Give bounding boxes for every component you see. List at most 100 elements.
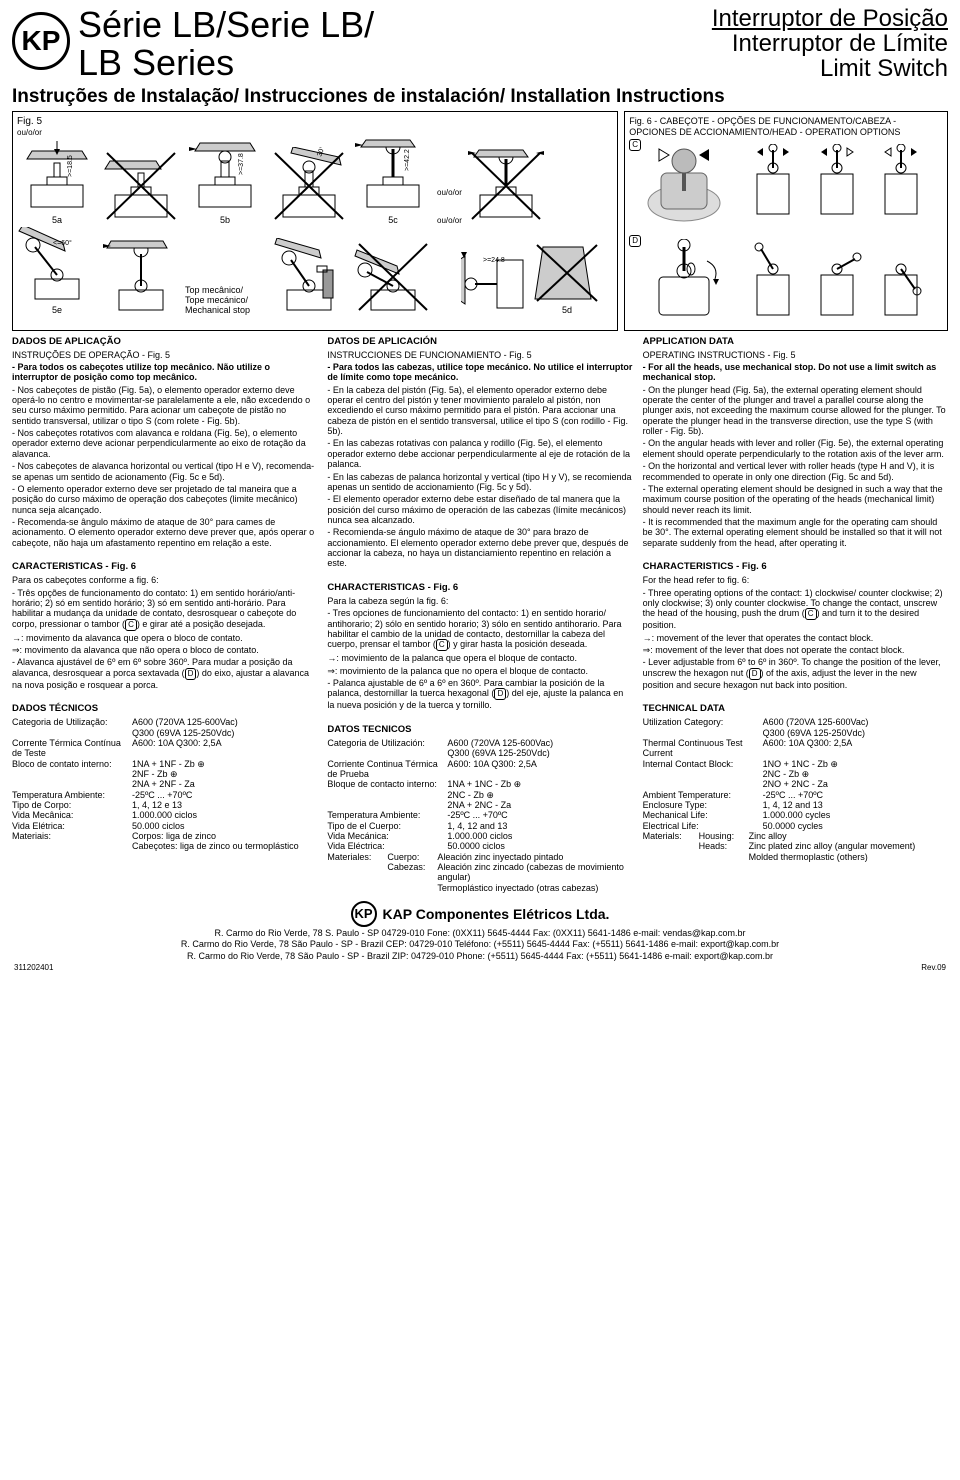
es-p3: - En las cabezas de palanca horizontal y… (327, 472, 632, 493)
en-p4: - The external operating element should … (643, 484, 948, 515)
es-p1: - En la cabeza del pistón (Fig. 5a), el … (327, 385, 632, 437)
fig6-box: Fig. 6 - CABEÇOTE - OPÇÕES DE FUNCIONAME… (624, 111, 948, 330)
fig5c-label: 5c (353, 215, 433, 225)
pt-app-h: DADOS DE APLICAÇÃO (12, 337, 317, 348)
en-instr-sh: OPERATING INSTRUCTIONS - Fig. 5 (643, 350, 948, 360)
fig6-c-label: C (629, 139, 641, 151)
partno: 311202401 (14, 963, 53, 972)
right-line1: Interruptor de Posição (712, 6, 948, 31)
fig6-pos1-icon (743, 241, 803, 325)
en-p5: - It is recommended that the maximum ang… (643, 517, 948, 548)
pt-intro: - Para todos os cabeçotes utilize top me… (12, 362, 317, 383)
en-char1: - Three operating options of the contact… (643, 588, 948, 631)
svg-text:>=18.5: >=18.5 (67, 155, 74, 177)
fig6-opt3-icon (871, 144, 931, 234)
en-lever: - Lever adjustable from 6º to 6º in 360º… (643, 657, 948, 690)
fig5c-bad-icon (466, 147, 546, 225)
fig5d-bad-icon (533, 241, 601, 305)
en-arrow1: →: movement of the lever that operates t… (643, 633, 948, 643)
fig5a-or: ou/o/or (17, 128, 97, 137)
fig6-head-icon (629, 143, 739, 233)
en-p1: - On the plunger head (Fig. 5a), the ext… (643, 385, 948, 437)
en-tech-h: TECHNICAL DATA (643, 704, 948, 715)
fig5e-ok-icon (101, 238, 181, 316)
es-tmp: Temperatura Ambiente:-25ºC ... +70ºC (327, 810, 632, 820)
es-p4: - El elemento operador externo debe esta… (327, 494, 632, 525)
es-p5: - Recomienda-se ángulo máximo de ataque … (327, 527, 632, 568)
footer-logo-icon: KP (351, 901, 377, 927)
es-arrow2: ⇒: movimiento de la palanca que no opera… (327, 666, 632, 676)
logo-icon: KP (12, 12, 70, 70)
es-char-intro: Para la cabeza según la fig. 6: (327, 596, 632, 606)
pt-lever: - Alavanca ajustável de 6º em 6º sobre 3… (12, 657, 317, 690)
right-line3: Limit Switch (712, 56, 948, 81)
fig5a-bad-icon (101, 147, 181, 225)
en-char-h: CHARACTERISTICS - Fig. 6 (643, 562, 948, 573)
pt-body: Tipo de Corpo:1, 4, 12 e 13 (12, 800, 317, 810)
en-p2: - On the angular heads with lever and ro… (643, 438, 948, 459)
es-char-h: CHARACTERISTICAS - Fig. 6 (327, 583, 632, 594)
fig5a-ok-icon: >=18.5 (17, 137, 97, 215)
fig5e-bad-icon (353, 238, 433, 316)
pt-p1: - Nos cabeçotes de pistão (Fig. 5a), o e… (12, 385, 317, 426)
fig5d-ok-icon: >=24.8 (461, 252, 529, 316)
fig6-pos3-icon (871, 241, 931, 325)
es-mat: Materiales:Cuerpo:Aleación zinc inyectad… (327, 852, 632, 862)
text-columns: DADOS DE APLICAÇÃO INSTRUÇÕES DE OPERAÇÃ… (12, 337, 948, 893)
fig5e-label: 5e (17, 305, 97, 315)
col-en: APPLICATION DATA OPERATING INSTRUCTIONS … (643, 337, 948, 893)
pt-p4: - O elemento operador externo deve ser p… (12, 484, 317, 515)
title-line1: Série LB/Serie LB/ (78, 6, 712, 44)
fig6-title: Fig. 6 - CABEÇOTE - OPÇÕES DE FUNCIONAME… (629, 116, 943, 137)
es-cur: Corriente Continua Térmica de PruebaA600… (327, 759, 632, 780)
en-blk: Internal Contact Block:1NO + 1NC - Zb ⊕ (643, 759, 948, 769)
en-cur: Thermal Continuous Test CurrentA600: 10A… (643, 738, 948, 759)
pt-p3: - Nos cabeçotes de alavanca horizontal o… (12, 461, 317, 482)
en-tmp: Ambient Temperature:-25ºC ... +70ºC (643, 790, 948, 800)
fig6-d-label: D (629, 235, 641, 247)
en-ve: Electrical Life:50.0000 cycles (643, 821, 948, 831)
pt-char-intro: Para os cabeçotes conforme a fig. 6: (12, 575, 317, 585)
en-vm: Mechanical Life:1.000.000 cycles (643, 810, 948, 820)
en-mat: Materials:Housing:Zinc alloy (643, 831, 948, 841)
pt-cur: Corrente Térmica Contínua de TesteA600: … (12, 738, 317, 759)
fig5-box: Fig. 5 ou/o/or >=18.5 5a >= (12, 111, 618, 330)
mechstop-label: Top mecânico/ Tope mecánico/ Mechanical … (185, 285, 265, 316)
fig5a-label: 5a (17, 215, 97, 225)
en-p3: - On the horizontal and vertical lever w… (643, 461, 948, 482)
svg-text:>=37.8: >=37.8 (238, 153, 245, 175)
en-app-h: APPLICATION DATA (643, 337, 948, 348)
pt-tmp: Temperatura Ambiente:-25ºC ... +70ºC (12, 790, 317, 800)
footer-addr1: R. Carmo do Rio Verde, 78 S. Paulo - SP … (12, 928, 948, 938)
es-app-h: DATOS DE APLICACIÓN (327, 337, 632, 348)
footer-addr3: R. Carmo do Rio Verde, 78 São Paulo - SP… (12, 951, 948, 961)
pt-blk: Bloco de contato interno:1NA + 1NF - Zb … (12, 759, 317, 769)
es-char1: - Tres opciones de funcionamiento del co… (327, 608, 632, 651)
pt-arrow1: →: movimento da alavanca que opera o blo… (12, 633, 317, 643)
es-cat: Categoria de Utilización:A600 (720VA 125… (327, 738, 632, 748)
fig5b-label: 5b (185, 215, 265, 225)
en-cat: Utilization Category:A600 (720VA 125-600… (643, 717, 948, 727)
es-lever: - Palanca ajustable de 6º a 6º en 360º. … (327, 678, 632, 711)
es-blk: Bloque de contacto interno:1NA + 1NC - Z… (327, 779, 632, 789)
pt-tech-h: DADOS TÉCNICOS (12, 704, 317, 715)
es-vm: Vida Mecánica:1.000.000 ciclos (327, 831, 632, 841)
es-intro: - Para todos las cabezas, utilice tope m… (327, 362, 632, 383)
fig5c-or2: ou/o/or (437, 216, 462, 225)
fig5b-ok-icon: >=37.8 (185, 137, 265, 215)
pt-vm: Vida Mecânica:1.000.000 ciclos (12, 810, 317, 820)
pt-cat: Categoria de Utilização:A600 (720VA 125-… (12, 717, 317, 727)
en-arrow2: ⇒: movement of the lever that does not o… (643, 645, 948, 655)
title-line2: LB Series (78, 44, 712, 82)
fig5e-stop-icon (269, 238, 349, 316)
es-tech-h: DATOS TECNICOS (327, 725, 632, 736)
pt-instr-sh: INSTRUÇÕES DE OPERAÇÃO - Fig. 5 (12, 350, 317, 360)
fig5d-label: 5d (533, 305, 601, 315)
pt-ve: Vida Elétrica:50.000 ciclos (12, 821, 317, 831)
footer-addr2: R. Carmo do Rio Verde, 78 São Paulo - SP… (12, 939, 948, 949)
fig5e-angle-icon: <=60° (17, 227, 97, 305)
footer-company: KP KAP Componentes Elétricos Ltda. (351, 901, 610, 927)
en-char-intro: For the head refer to fig. 6: (643, 575, 948, 585)
rev: Rev.09 (921, 963, 946, 972)
fig5-label: Fig. 5 (17, 116, 613, 128)
